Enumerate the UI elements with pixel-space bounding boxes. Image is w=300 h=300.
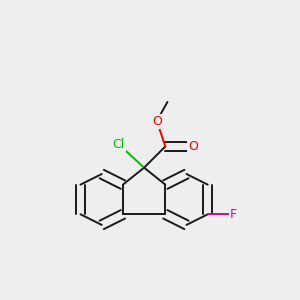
Text: O: O xyxy=(188,140,198,153)
Text: O: O xyxy=(152,115,162,128)
Text: Cl: Cl xyxy=(112,138,125,151)
Text: F: F xyxy=(230,208,237,221)
